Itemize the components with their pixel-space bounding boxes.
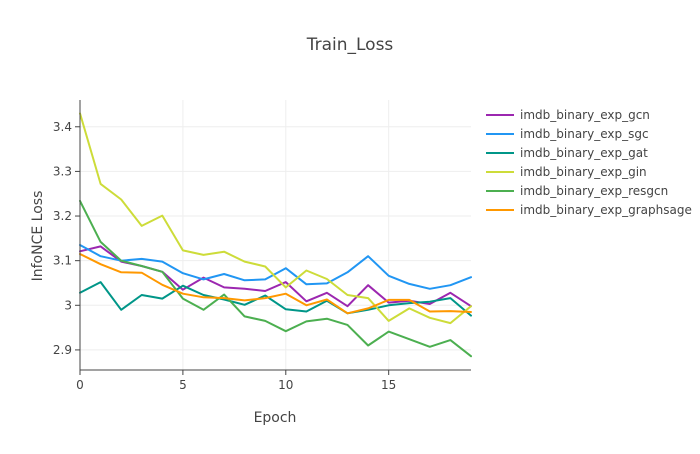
legend: imdb_binary_exp_gcn imdb_binary_exp_sgcim… [486, 108, 692, 217]
x-tick-label: 0 [76, 378, 84, 392]
series-line-imdb_binary_exp_gin [79, 112, 472, 325]
y-tick-label: 3.2 [53, 209, 72, 223]
y-tick-label: 3 [64, 298, 72, 312]
legend-item[interactable]: imdb_binary_exp_gin [486, 165, 647, 179]
legend-label: imdb_binary_exp_sgc [520, 127, 649, 141]
legend-item[interactable]: imdb_binary_exp_gcn [486, 108, 650, 122]
x-tick-label: 5 [179, 378, 187, 392]
axis-layer: 2.9 3 3.1 3.2 3.3 3.4 0 5 10 15 [53, 100, 471, 392]
x-axis-title: Epoch [254, 410, 297, 426]
series-line-imdb_binary_exp_gat [79, 281, 472, 317]
grid-layer [79, 100, 471, 370]
series-line-imdb_binary_exp_sgc [79, 244, 472, 290]
y-tick-label: 3.4 [53, 120, 72, 134]
legend-item[interactable]: imdb_binary_exp_gat [486, 146, 648, 160]
legend-label: imdb_binary_exp_gat [520, 146, 648, 160]
x-tick-label: 15 [381, 378, 396, 392]
legend-label: imdb_binary_exp_graphsage [520, 203, 692, 217]
legend-item[interactable]: imdb_binary_exp_graphsage [486, 203, 692, 217]
series-line-imdb_binary_exp_graphsage [79, 253, 472, 315]
series-layer [79, 112, 472, 358]
legend-label: imdb_binary_exp_gcn [520, 108, 650, 122]
y-tick-label: 2.9 [53, 343, 72, 357]
series-line-imdb_binary_exp_resgcn [79, 199, 472, 358]
legend-label: imdb_binary_exp_gin [520, 165, 647, 179]
legend-label: imdb_binary_exp_resgcn [520, 184, 668, 198]
y-axis-title: InfoNCE Loss [30, 191, 46, 282]
y-tick-label: 3.3 [53, 164, 72, 178]
legend-item[interactable]: imdb_binary_exp_resgcn [486, 184, 668, 198]
chart-title: Train_Loss [306, 35, 394, 55]
legend-item[interactable]: imdb_binary_exp_sgc [486, 127, 649, 141]
y-tick-label: 3.1 [53, 254, 72, 268]
x-tick-label: 10 [278, 378, 293, 392]
